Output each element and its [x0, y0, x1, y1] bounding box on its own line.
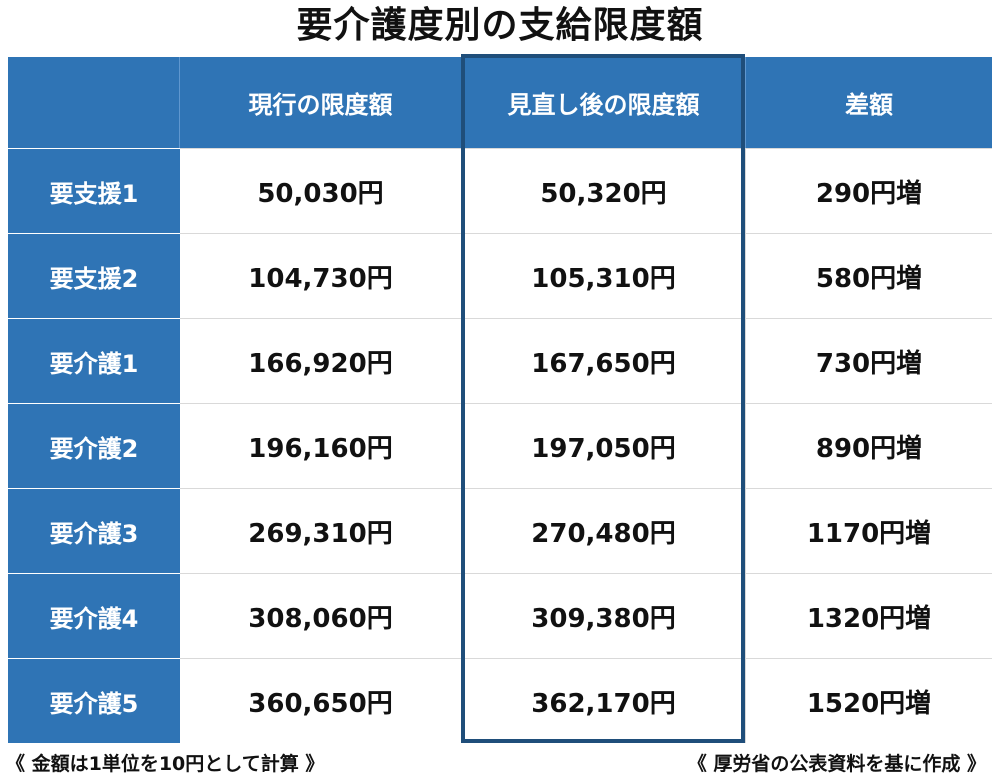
header-diff: 差額 — [746, 57, 992, 148]
header-revised: 見直し後の限度額 — [462, 57, 746, 148]
cell-revised: 197,050円 — [462, 403, 746, 488]
cell-revised: 50,320円 — [462, 148, 746, 233]
calc-note: 《 金額は1単位を10円として計算 》 — [6, 753, 325, 775]
cell-diff: 290円増 — [746, 148, 992, 233]
header-current: 現行の限度額 — [180, 57, 462, 148]
cell-revised: 167,650円 — [462, 318, 746, 403]
cell-revised: 105,310円 — [462, 233, 746, 318]
row-label: 要介護4 — [8, 573, 180, 658]
row-label: 要支援2 — [8, 233, 180, 318]
row-label: 要支援1 — [8, 148, 180, 233]
cell-current: 360,650円 — [180, 658, 462, 743]
row-label: 要介護2 — [8, 403, 180, 488]
cell-current: 196,160円 — [180, 403, 462, 488]
cell-revised: 309,380円 — [462, 573, 746, 658]
row-label: 要介護5 — [8, 658, 180, 743]
limit-table: 現行の限度額 見直し後の限度額 差額 要支援1 50,030円 50,320円 … — [8, 57, 992, 743]
header-corner — [8, 57, 180, 148]
row-label: 要介護1 — [8, 318, 180, 403]
cell-diff: 1170円増 — [746, 488, 992, 573]
cell-diff: 730円増 — [746, 318, 992, 403]
cell-current: 104,730円 — [180, 233, 462, 318]
cell-current: 166,920円 — [180, 318, 462, 403]
table-title: 要介護度別の支給限度額 — [296, 5, 704, 46]
cell-current: 308,060円 — [180, 573, 462, 658]
cell-current: 50,030円 — [180, 148, 462, 233]
cell-diff: 890円増 — [746, 403, 992, 488]
row-label: 要介護3 — [8, 488, 180, 573]
cell-revised: 362,170円 — [462, 658, 746, 743]
cell-revised: 270,480円 — [462, 488, 746, 573]
source-note: 《 厚労省の公表資料を基に作成 》 — [687, 753, 986, 775]
cell-diff: 580円増 — [746, 233, 992, 318]
cell-diff: 1520円増 — [746, 658, 992, 743]
cell-diff: 1320円増 — [746, 573, 992, 658]
cell-current: 269,310円 — [180, 488, 462, 573]
